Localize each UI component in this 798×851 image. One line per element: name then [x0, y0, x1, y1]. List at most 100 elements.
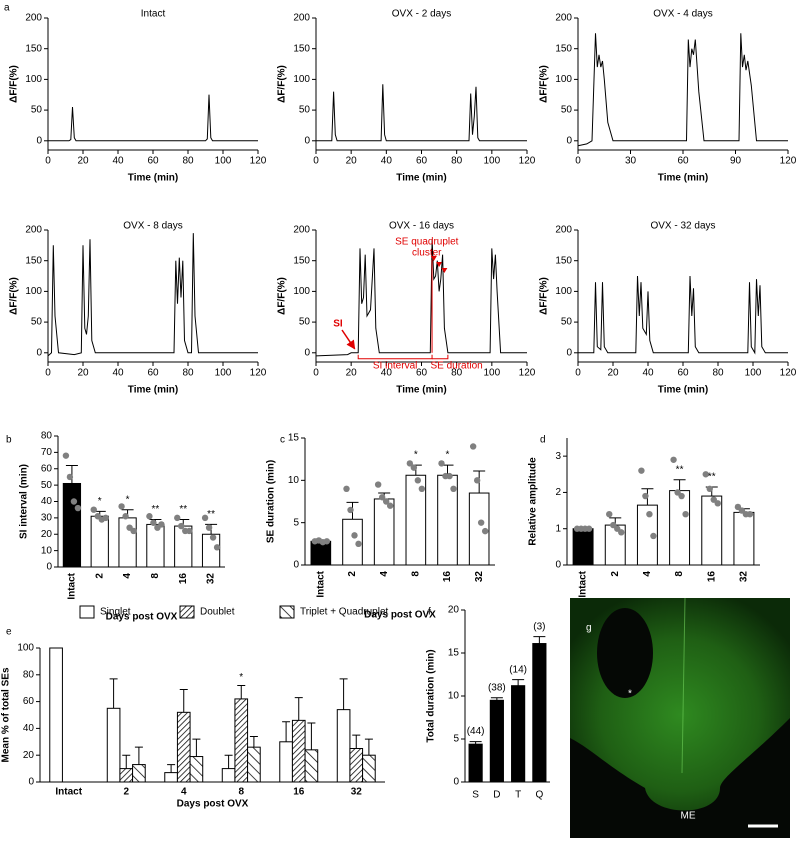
n-label: (3)	[533, 621, 545, 632]
significance: **	[152, 504, 160, 515]
y-tick-label: 40	[41, 496, 53, 507]
y-axis-label: Relative amplitude	[528, 457, 539, 546]
significance: **	[676, 464, 684, 475]
data-point	[378, 494, 386, 501]
panel-label: b	[6, 435, 12, 446]
ventricle	[597, 608, 653, 698]
bar	[132, 764, 146, 783]
y-tick-label: 30	[41, 513, 53, 524]
data-point	[351, 532, 358, 539]
data-point	[323, 538, 331, 545]
significance: *	[414, 450, 418, 461]
y-tick-label: 150	[555, 43, 572, 54]
x-tick-label: 8	[410, 571, 421, 577]
annotation-arrow	[341, 329, 356, 350]
x-tick-label: 16	[706, 571, 717, 583]
legend-swatch	[279, 605, 295, 619]
y-tick-label: 20	[448, 605, 460, 616]
bar	[62, 482, 82, 568]
trace	[48, 94, 258, 142]
x-tick-label: 20	[346, 368, 358, 379]
data-point	[606, 511, 613, 518]
y-tick-label: 5	[293, 517, 299, 528]
chart-title: OVX - 8 days	[123, 221, 182, 232]
y-tick-label: 2	[555, 487, 561, 498]
data-point	[174, 514, 181, 522]
data-point	[642, 492, 649, 500]
bar	[164, 772, 178, 783]
x-axis-label: Days post OVX	[177, 799, 249, 810]
y-tick-label: 50	[561, 105, 573, 116]
data-point	[678, 492, 685, 500]
error-bar	[352, 734, 361, 749]
x-tick-label: T	[515, 790, 521, 801]
y-tick-label: 0	[36, 347, 42, 358]
y-tick-label: 50	[31, 105, 43, 116]
data-point	[186, 527, 193, 535]
x-tick-label: 16	[293, 787, 305, 798]
y-tick-label: 5	[453, 734, 459, 745]
data-point	[118, 503, 125, 510]
data-point	[446, 472, 453, 480]
data-point	[102, 514, 109, 522]
x-tick-label: 8	[238, 787, 244, 798]
y-axis-label: ΔF/F(%)	[277, 277, 288, 315]
y-tick-label: 0	[566, 135, 572, 146]
x-tick-label: 16	[442, 571, 453, 583]
data-point	[473, 477, 481, 484]
bar	[572, 528, 594, 566]
data-point	[178, 522, 185, 530]
y-tick-label: 0	[304, 347, 310, 358]
x-tick-label: 32	[474, 571, 485, 583]
x-tick-label: 32	[739, 571, 750, 583]
error-bar	[533, 636, 546, 644]
y-tick-label: 0	[28, 777, 34, 788]
y-tick-label: 20	[23, 750, 35, 761]
bar	[511, 685, 526, 783]
data-point	[201, 514, 209, 522]
bar	[106, 707, 121, 783]
error-bar	[673, 479, 686, 491]
data-point	[62, 452, 70, 459]
bar	[373, 498, 395, 566]
panel-label: a	[4, 3, 10, 14]
error-bar	[237, 685, 246, 699]
data-point	[418, 485, 426, 492]
x-tick-label: 120	[780, 368, 797, 379]
x-tick-label: 80	[712, 368, 724, 379]
annotation-bracket	[357, 354, 433, 360]
x-tick-label: 8	[674, 571, 685, 577]
bar	[247, 746, 261, 783]
data-point	[382, 498, 390, 505]
y-axis-label: ΔF/F(%)	[9, 65, 20, 103]
x-tick-label: 2	[347, 571, 358, 577]
y-axis-label: Mean % of total SEs	[1, 667, 12, 762]
x-tick-label: 80	[451, 368, 463, 379]
bar	[532, 643, 547, 783]
y-tick-label: 150	[293, 255, 310, 266]
x-tick-label: 100	[215, 156, 232, 167]
annotation-marker	[430, 256, 437, 261]
annotation: SE duration	[430, 361, 482, 372]
x-tick-label: Q	[535, 790, 543, 801]
y-tick-label: 50	[299, 105, 311, 116]
significance: **	[207, 509, 215, 520]
data-point	[90, 506, 97, 513]
y-tick-label: 100	[293, 74, 310, 85]
data-point	[646, 511, 653, 518]
x-tick-label: Intact	[55, 787, 82, 798]
y-tick-label: 150	[25, 255, 42, 266]
y-tick-label: 10	[448, 691, 460, 702]
x-tick-label: 60	[677, 368, 689, 379]
bar	[468, 743, 483, 783]
x-tick-label: 20	[77, 156, 89, 167]
y-axis-label: ΔF/F(%)	[9, 277, 20, 315]
y-tick-label: 1	[555, 523, 561, 534]
x-tick-label: 40	[112, 156, 124, 167]
y-tick-label: 150	[25, 43, 42, 54]
y-tick-label: 100	[555, 74, 572, 85]
n-label: (14)	[509, 664, 527, 675]
bar	[489, 699, 504, 783]
data-point	[438, 460, 445, 467]
